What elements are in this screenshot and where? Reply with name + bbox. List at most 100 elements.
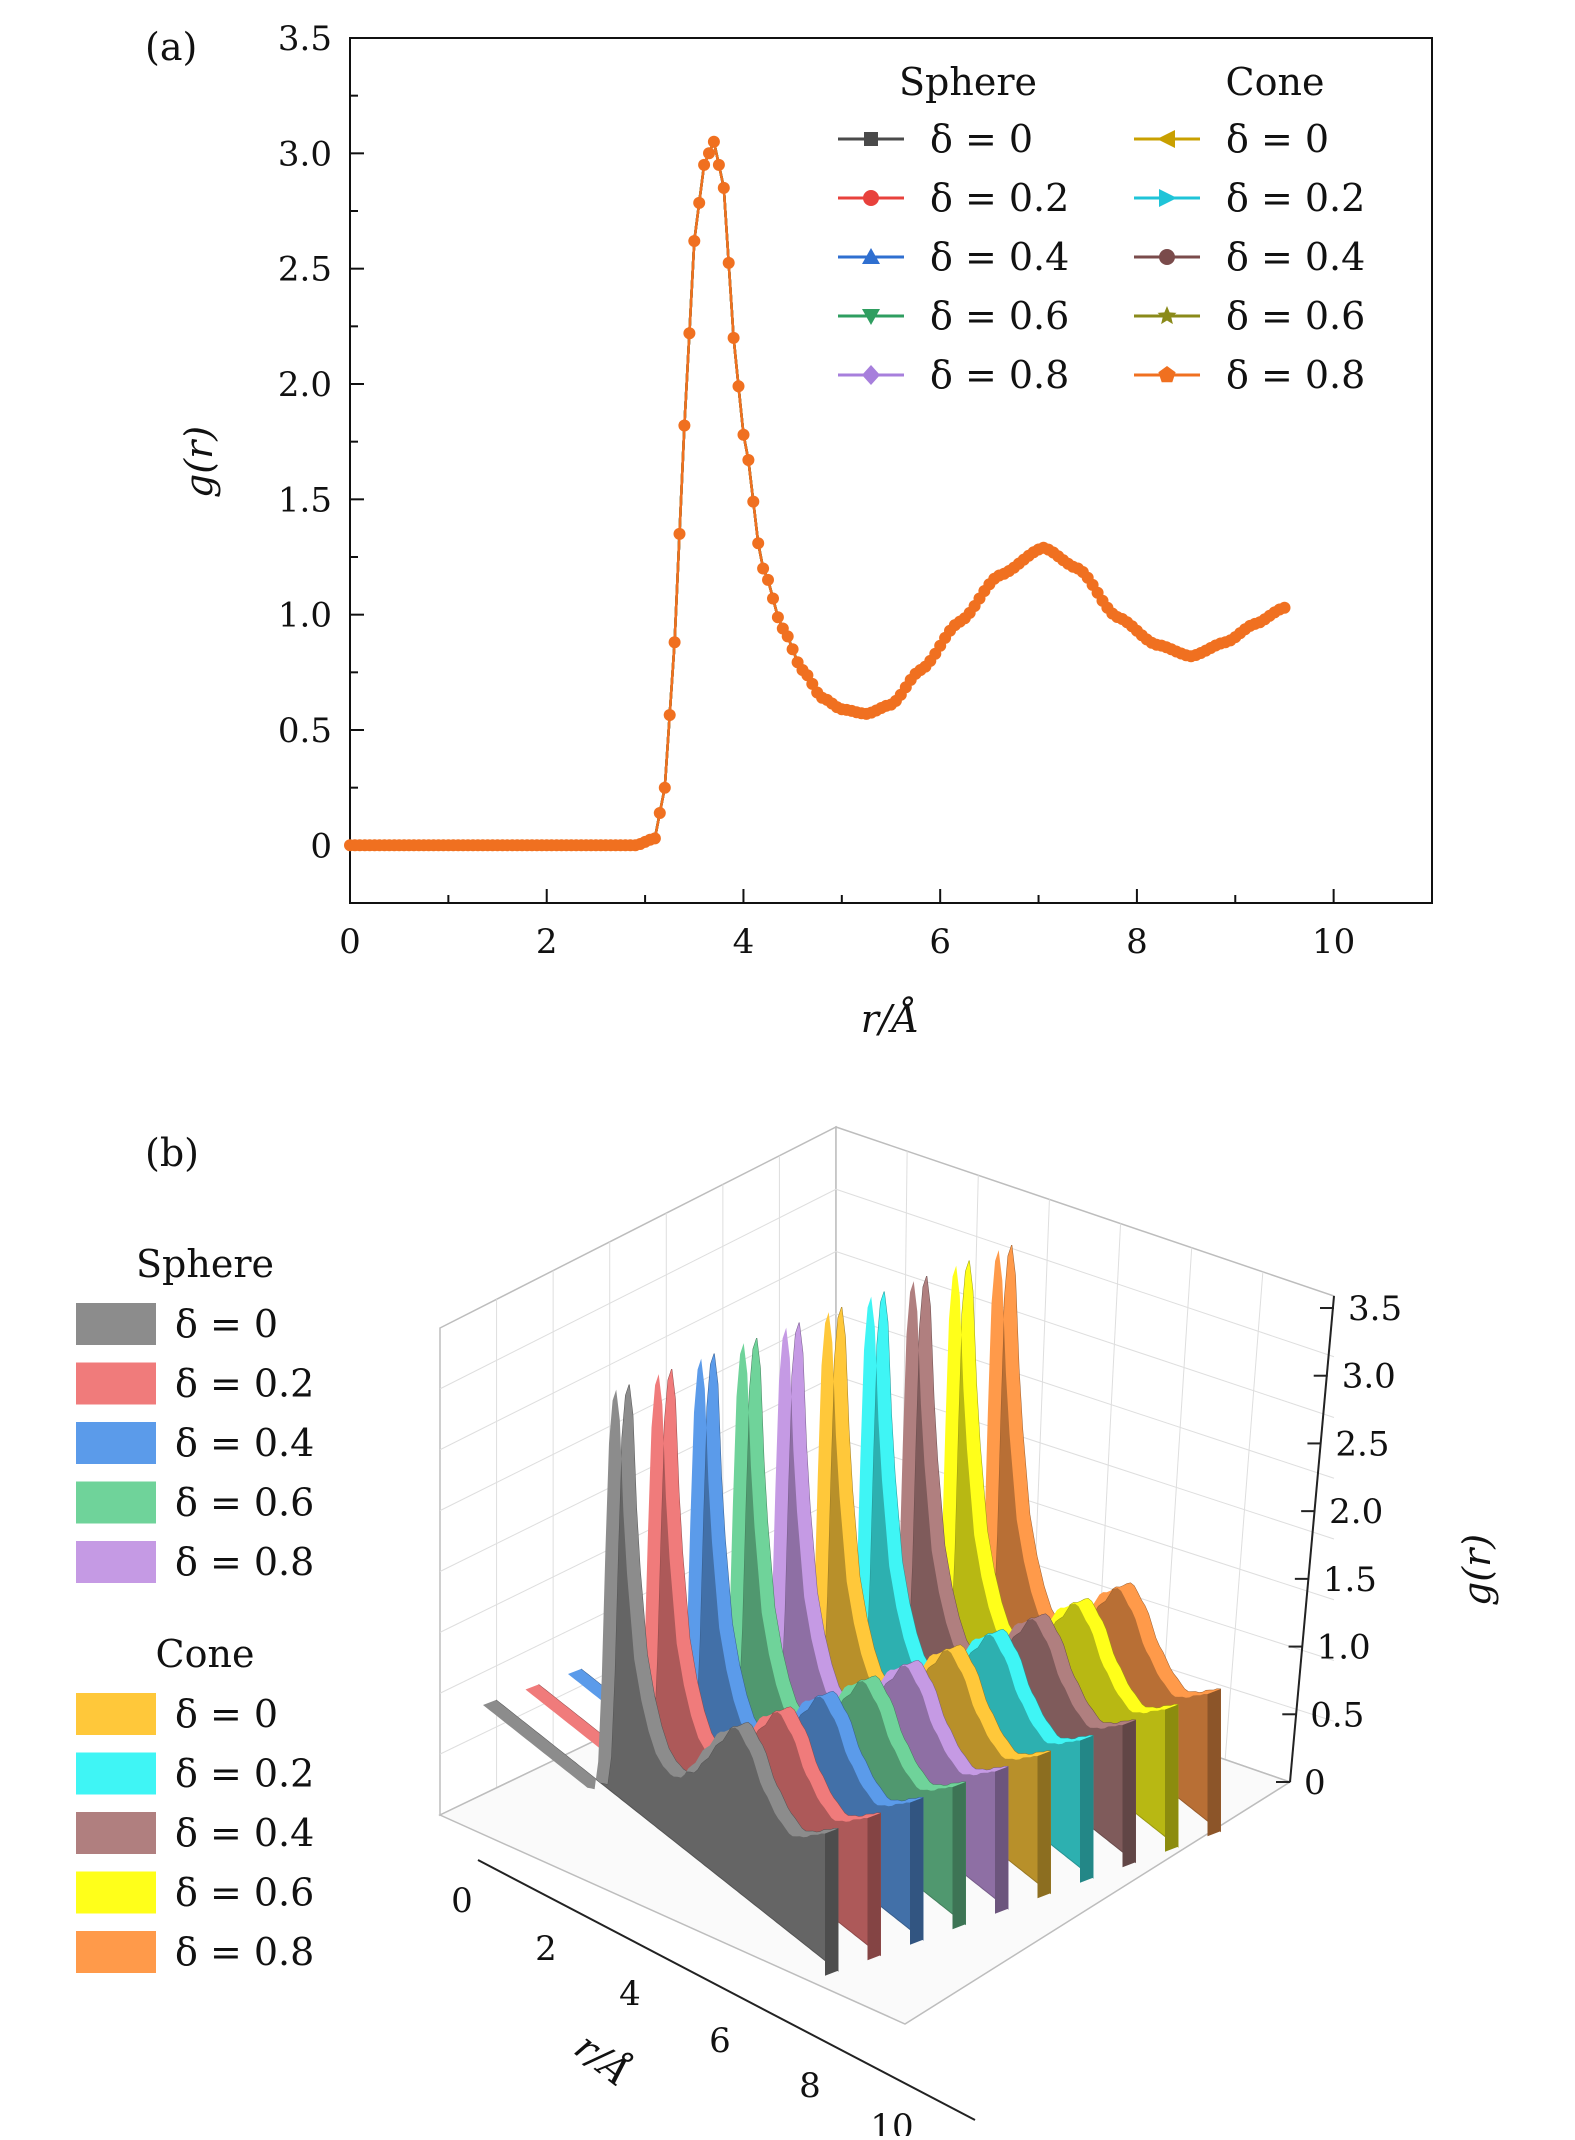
series-line xyxy=(350,137,1285,847)
grid-line xyxy=(439,1251,837,1451)
ribbon-top xyxy=(483,1384,838,1838)
data-point xyxy=(771,611,784,624)
x-tick-label: 8 xyxy=(1126,922,1148,962)
series-line xyxy=(350,137,1285,847)
data-point xyxy=(762,573,774,586)
z-tick-label: 0 xyxy=(1304,1763,1326,1803)
panel-a-label: (a) xyxy=(145,25,197,69)
data-point xyxy=(698,158,711,171)
legend-entry-label: δ = 0.6 xyxy=(1226,294,1365,338)
legend-entry-label: δ = 0 xyxy=(175,1692,278,1736)
ribbon-top xyxy=(610,1338,966,1791)
legend-swatch xyxy=(76,1871,156,1914)
legend-marker-triangle xyxy=(1159,189,1177,207)
legend-group-title: Cone xyxy=(1226,60,1325,104)
panel-a-y-axis-label: g(r) xyxy=(177,426,221,498)
ribbon-end xyxy=(867,1813,881,1961)
legend-swatch xyxy=(76,1481,156,1524)
ribbon-top xyxy=(568,1353,923,1807)
legend-entry-label: δ = 0.6 xyxy=(930,294,1069,338)
data-point xyxy=(648,832,661,845)
z-axis-line xyxy=(1289,1295,1335,1783)
legend-entry-label: δ = 0.4 xyxy=(175,1421,314,1465)
x-tick-label: 10 xyxy=(1312,922,1355,962)
z-tick-label: 3.0 xyxy=(1342,1357,1396,1397)
legend-marker-star xyxy=(1157,306,1177,325)
y-tick-label: 3.0 xyxy=(278,134,332,174)
grid-line xyxy=(439,1375,837,1572)
legend-marker-square xyxy=(864,132,878,146)
legend-entry-label: δ = 0.8 xyxy=(930,353,1069,397)
z-tick-label: 1.5 xyxy=(1323,1560,1377,1600)
data-point xyxy=(732,380,745,393)
data-point xyxy=(703,147,715,160)
x-tick-label: 0 xyxy=(339,922,361,962)
grid-line xyxy=(835,1188,1335,1358)
ribbon-top xyxy=(738,1291,1093,1745)
grid-line xyxy=(1159,1247,1193,1738)
legend-marker-triangle xyxy=(862,248,880,264)
panel-a-plot-area: 0 2 4 6 8 10 0 0.5 1.0 1.5 2.0 2.5 3.0 3.5 xyxy=(278,19,1433,962)
grid-line xyxy=(1224,1271,1264,1760)
series-line xyxy=(350,136,1285,846)
legend-marker-diamond xyxy=(862,365,880,385)
ribbon-end xyxy=(1080,1735,1093,1883)
ribbon-end xyxy=(1165,1704,1178,1852)
legend-swatch xyxy=(76,1303,156,1345)
data-point xyxy=(747,495,760,508)
data-point xyxy=(722,256,735,269)
x-tick-label: 4 xyxy=(619,1974,641,2014)
legend-swatch xyxy=(76,1812,156,1854)
data-point xyxy=(678,419,691,432)
legend-entry-label: δ = 0.6 xyxy=(175,1481,314,1525)
panel-b-legend: Sphere δ = 0 δ = 0.2 δ = 0.4 δ = 0.6 δ = 0.8 C… xyxy=(76,1242,314,1974)
ribbon-top xyxy=(525,1369,881,1822)
legend-entry-label: δ = 0 xyxy=(175,1302,278,1346)
x-tick-label: 2 xyxy=(536,922,558,962)
x-tick-label: 6 xyxy=(709,2021,731,2061)
plot-frame xyxy=(349,37,1433,904)
panel-a-legend: Sphere δ = 0 δ = 0.2 δ = 0.4 δ = 0.6 δ = 0.8 C… xyxy=(838,60,1365,397)
ribbon-end xyxy=(952,1782,966,1930)
data-point xyxy=(663,709,676,721)
series-line xyxy=(350,137,1285,847)
data-point xyxy=(668,636,681,649)
data-point xyxy=(742,454,755,466)
ribbon-end xyxy=(995,1766,1008,1914)
series-line xyxy=(350,137,1285,847)
data-point xyxy=(683,327,696,340)
series-line xyxy=(350,137,1285,847)
panel-b-axes: 0 0.5 1.0 1.5 2.0 2.5 3.0 3.5 0 2 4 6 8 10 xyxy=(451,1289,1402,2140)
legend-entry-label: δ = 0.8 xyxy=(175,1540,314,1584)
data-point xyxy=(693,196,706,209)
legend-marker-circle xyxy=(863,190,879,206)
legend-swatch xyxy=(76,1362,156,1405)
data-point xyxy=(737,428,750,441)
y-tick-label: 0.5 xyxy=(278,711,332,751)
x-tick-label: 2 xyxy=(535,1929,557,1969)
grid-line xyxy=(835,1251,1335,1418)
ribbon-top xyxy=(865,1245,1221,1698)
legend-swatch xyxy=(76,1931,156,1973)
y-tick-label: 1.5 xyxy=(278,480,332,520)
legend-entry-label: δ = 0 xyxy=(1226,117,1329,161)
y-tick-label: 0 xyxy=(310,826,332,866)
legend-entry-label: δ = 0.8 xyxy=(175,1930,314,1974)
series-line xyxy=(350,137,1285,847)
x-tick-label: 0 xyxy=(451,1881,473,1921)
legend-group-title: Cone xyxy=(156,1632,255,1676)
y-tick-label: 2.0 xyxy=(278,365,332,405)
legend-marker-pentagon xyxy=(1158,366,1176,383)
legend-swatch xyxy=(76,1422,156,1464)
data-point xyxy=(712,158,725,171)
grid-line xyxy=(439,1313,837,1512)
x-axis-line xyxy=(477,1859,976,2121)
data-point xyxy=(673,527,686,540)
series-line xyxy=(350,137,1285,847)
legend-group-title: Sphere xyxy=(136,1242,274,1286)
legend-marker-triangle xyxy=(862,309,880,325)
data-point xyxy=(767,592,779,605)
panel-a-x-axis-label: r/Å xyxy=(861,997,919,1041)
legend-entry-label: δ = 0.6 xyxy=(175,1871,314,1915)
ribbon-end xyxy=(1122,1720,1136,1868)
